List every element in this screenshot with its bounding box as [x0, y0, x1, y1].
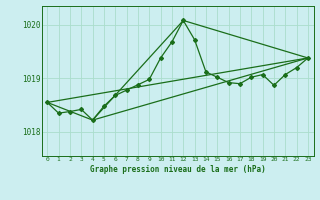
X-axis label: Graphe pression niveau de la mer (hPa): Graphe pression niveau de la mer (hPa) [90, 165, 266, 174]
